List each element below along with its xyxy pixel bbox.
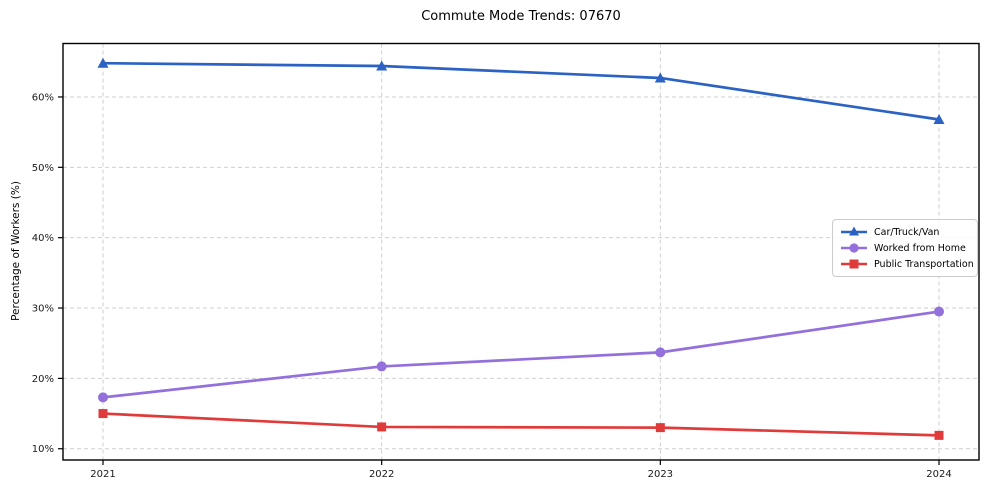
x-tick-label: 2024 — [926, 469, 951, 480]
marker-square-public-transportation — [655, 423, 665, 433]
plot-border — [62, 42, 980, 461]
marker-triangle-car-truck-van — [654, 72, 666, 83]
y-tick-label: 10% — [32, 444, 54, 455]
y-tick-label: 60% — [32, 92, 54, 103]
y-tick-label: 50% — [32, 163, 54, 174]
series-line-car-truck-van — [101, 61, 941, 121]
marker-triangle-car-truck-van — [933, 113, 945, 124]
x-tick-label: 2023 — [648, 469, 673, 480]
marker-circle-worked-from-home — [655, 347, 666, 358]
series-line-worked-from-home — [101, 310, 941, 399]
legend-square-marker-icon — [841, 259, 867, 269]
legend-triangle-marker-icon — [841, 226, 867, 236]
marker-circle-worked-from-home — [934, 306, 944, 317]
series-line-public-transportation — [101, 412, 941, 437]
chart-title: Commute Mode Trends: 07670 — [421, 9, 621, 24]
y-tick-label: 30% — [32, 304, 54, 315]
marker-circle-worked-from-home — [98, 392, 108, 403]
legend-label-public-transportation: Public Transportation — [874, 258, 974, 270]
x-tick-label: 2022 — [369, 469, 394, 480]
legend-label-car-truck-van: Car/Truck/Van — [874, 226, 940, 238]
marker-square-public-transportation — [934, 430, 944, 440]
marker-triangle-car-truck-van — [97, 57, 109, 68]
y-axis-label: Percentage of Workers (%) — [10, 181, 22, 321]
legend-item-worked-from-home: Worked from Home — [840, 242, 971, 254]
legend-item-public-transportation: Public Transportation — [840, 258, 974, 270]
legend: Car/Truck/Van Worked from Home Public Tr… — [832, 219, 978, 277]
legend-item-car-truck-van: Car/Truck/Van — [840, 226, 971, 238]
legend-label-worked-from-home: Worked from Home — [874, 242, 966, 254]
legend-circle-marker-icon — [841, 243, 867, 253]
marker-square-public-transportation — [98, 409, 108, 419]
marker-triangle-car-truck-van — [376, 60, 388, 71]
y-tick-label: 20% — [32, 374, 54, 385]
y-tick-label: 40% — [32, 233, 54, 244]
marker-square-public-transportation — [377, 422, 387, 432]
x-tick-label: 2021 — [90, 469, 115, 480]
marker-circle-worked-from-home — [376, 361, 387, 372]
